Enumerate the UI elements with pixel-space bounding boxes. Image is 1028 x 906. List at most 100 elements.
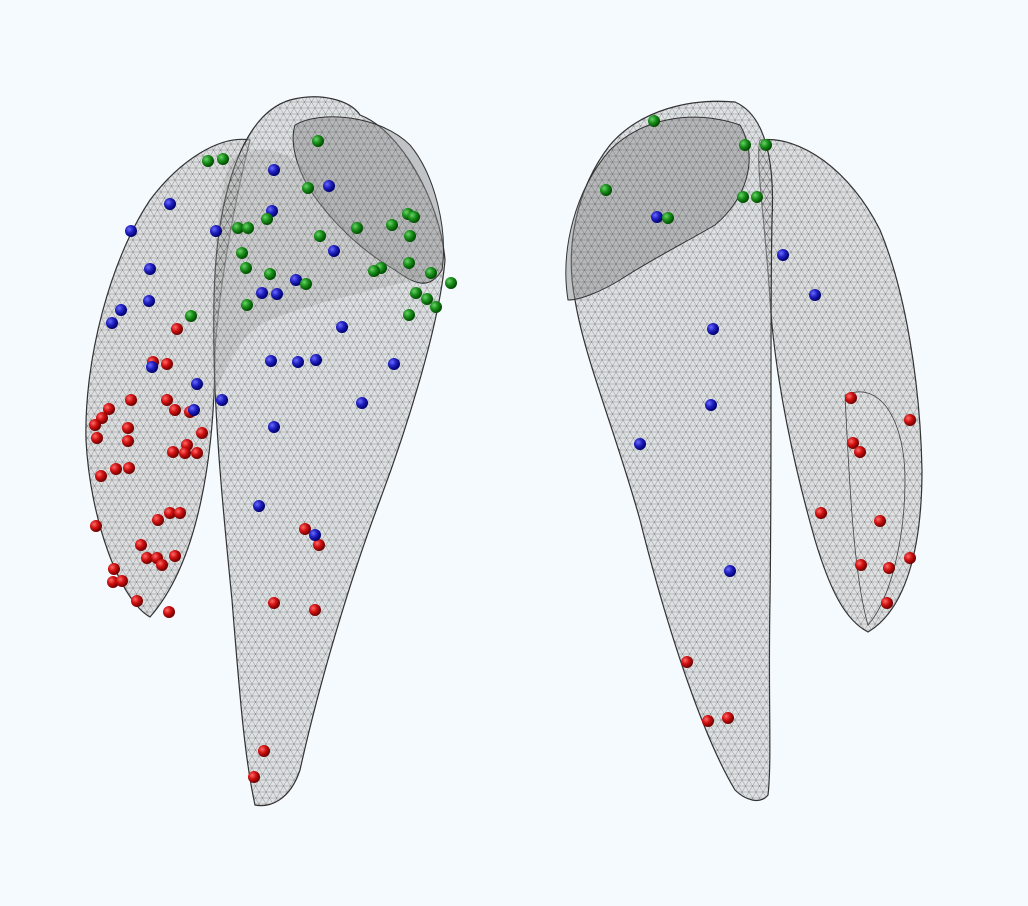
blue-marker — [310, 354, 322, 366]
blue-marker — [125, 225, 137, 237]
red-marker — [91, 432, 103, 444]
green-marker — [408, 211, 420, 223]
red-marker — [179, 447, 191, 459]
red-marker — [164, 507, 176, 519]
red-marker — [248, 771, 260, 783]
red-marker — [131, 595, 143, 607]
red-marker — [90, 520, 102, 532]
red-marker — [169, 550, 181, 562]
blue-marker — [164, 198, 176, 210]
green-marker — [430, 301, 442, 313]
blue-marker — [265, 355, 277, 367]
green-marker — [403, 309, 415, 321]
blue-marker — [256, 287, 268, 299]
red-marker — [163, 606, 175, 618]
red-marker — [855, 559, 867, 571]
green-marker — [751, 191, 763, 203]
red-marker — [107, 576, 119, 588]
red-marker — [169, 404, 181, 416]
blue-marker — [144, 263, 156, 275]
blue-marker — [336, 321, 348, 333]
green-marker — [312, 135, 324, 147]
green-marker — [386, 219, 398, 231]
red-marker — [122, 422, 134, 434]
green-marker — [739, 139, 751, 151]
green-marker — [300, 278, 312, 290]
red-marker — [103, 403, 115, 415]
red-marker — [171, 323, 183, 335]
green-marker — [425, 267, 437, 279]
markers — [89, 115, 916, 783]
green-marker — [600, 184, 612, 196]
green-marker — [410, 287, 422, 299]
red-marker — [313, 539, 325, 551]
blue-marker — [292, 356, 304, 368]
blue-marker — [309, 529, 321, 541]
green-marker — [261, 213, 273, 225]
red-marker — [191, 447, 203, 459]
blue-marker — [268, 421, 280, 433]
red-marker — [881, 597, 893, 609]
blue-marker — [388, 358, 400, 370]
green-marker — [662, 212, 674, 224]
red-marker — [268, 597, 280, 609]
green-marker — [314, 230, 326, 242]
blue-marker — [216, 394, 228, 406]
blue-marker — [651, 211, 663, 223]
blue-marker — [115, 304, 127, 316]
green-marker — [302, 182, 314, 194]
blue-marker — [809, 289, 821, 301]
green-marker — [760, 139, 772, 151]
red-marker — [309, 604, 321, 616]
red-marker — [815, 507, 827, 519]
blue-marker — [268, 164, 280, 176]
red-marker — [258, 745, 270, 757]
red-marker — [883, 562, 895, 574]
green-marker — [404, 230, 416, 242]
red-marker — [110, 463, 122, 475]
red-marker — [847, 437, 859, 449]
blue-marker — [253, 500, 265, 512]
blue-marker — [777, 249, 789, 261]
blue-marker — [323, 180, 335, 192]
blue-marker — [188, 404, 200, 416]
blue-marker — [143, 295, 155, 307]
red-marker — [156, 559, 168, 571]
red-marker — [122, 435, 134, 447]
red-marker — [722, 712, 734, 724]
green-marker — [264, 268, 276, 280]
meshes — [85, 96, 923, 807]
mesh-texture — [85, 96, 922, 806]
green-marker — [232, 222, 244, 234]
red-marker — [174, 507, 186, 519]
green-marker — [242, 222, 254, 234]
red-marker — [702, 715, 714, 727]
red-marker — [135, 539, 147, 551]
red-marker — [854, 446, 866, 458]
red-marker — [904, 414, 916, 426]
blue-marker — [271, 288, 283, 300]
red-marker — [904, 552, 916, 564]
green-marker — [241, 299, 253, 311]
blue-marker — [707, 323, 719, 335]
red-marker — [116, 575, 128, 587]
red-marker — [108, 563, 120, 575]
green-marker — [648, 115, 660, 127]
red-marker — [845, 392, 857, 404]
red-marker — [196, 427, 208, 439]
blue-marker — [328, 245, 340, 257]
blue-marker — [191, 378, 203, 390]
green-marker — [185, 310, 197, 322]
red-marker — [89, 419, 101, 431]
blue-marker — [210, 225, 222, 237]
green-marker — [217, 153, 229, 165]
green-marker — [351, 222, 363, 234]
blue-marker — [705, 399, 717, 411]
red-marker — [123, 462, 135, 474]
blue-marker — [106, 317, 118, 329]
blue-marker — [356, 397, 368, 409]
red-marker — [299, 523, 311, 535]
red-marker — [681, 656, 693, 668]
